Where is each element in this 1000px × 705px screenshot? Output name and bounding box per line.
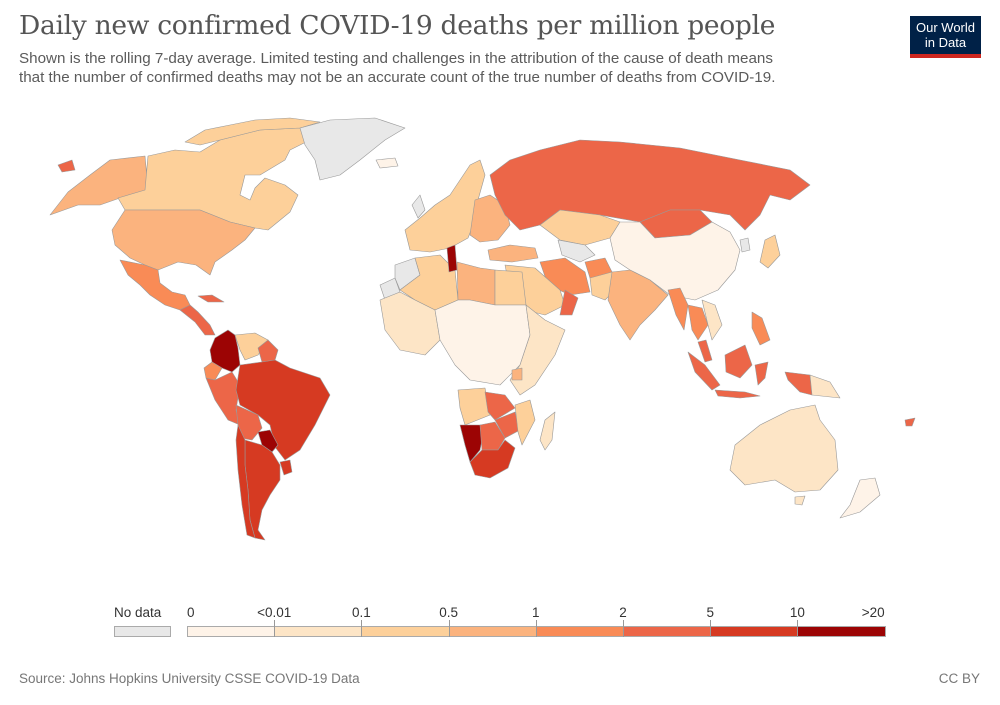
- legend-bin-swatch[interactable]: [623, 626, 712, 637]
- subtitle-line-2: that the number of confirmed deaths may …: [19, 69, 776, 86]
- legend-bin-swatch[interactable]: [797, 626, 886, 637]
- region-guianas[interactable]: [257, 339, 279, 363]
- legend-tick-mark: [623, 620, 624, 637]
- region-tunisia[interactable]: [446, 244, 458, 273]
- region-western-europe[interactable]: [404, 159, 486, 253]
- logo-line-1: Our World: [916, 20, 975, 35]
- legend-bin-swatch[interactable]: [187, 626, 276, 637]
- legend-tick-label: <0.01: [257, 605, 292, 620]
- region-cuba[interactable]: [197, 294, 225, 303]
- region-thailand[interactable]: [687, 304, 709, 341]
- source-note[interactable]: Source: Johns Hopkins University CSSE CO…: [19, 671, 360, 686]
- chart-title: Daily new confirmed COVID-19 deaths per …: [19, 10, 776, 41]
- legend-bin-swatch[interactable]: [448, 626, 537, 637]
- region-russia[interactable]: [489, 139, 811, 231]
- region-south-africa[interactable]: [469, 439, 516, 479]
- legend-bin-swatch[interactable]: [274, 626, 363, 637]
- legend-no-data-swatch[interactable]: [114, 626, 171, 637]
- region-canada-islands[interactable]: [184, 117, 321, 146]
- region-chukotka-tip[interactable]: [57, 159, 76, 173]
- region-india[interactable]: [607, 269, 669, 341]
- region-central-america[interactable]: [179, 304, 216, 336]
- region-chile[interactable]: [235, 424, 256, 539]
- subtitle-line-1: Shown is the rolling 7-day average. Limi…: [19, 50, 773, 67]
- legend-tick-label: 0.1: [352, 605, 371, 620]
- legend-tick-label: 2: [619, 605, 627, 620]
- region-north-korea[interactable]: [739, 237, 751, 253]
- region-myanmar[interactable]: [667, 287, 689, 331]
- legend-tick-label: >20: [861, 605, 885, 620]
- region-venezuela[interactable]: [234, 332, 269, 361]
- region-usa[interactable]: [111, 209, 256, 276]
- world-map: [49, 117, 916, 541]
- region-angola[interactable]: [457, 387, 491, 426]
- region-png[interactable]: [809, 374, 841, 399]
- legend-no-data-label: No data: [114, 605, 162, 620]
- logo-line-2: in Data: [924, 35, 967, 50]
- region-fiji[interactable]: [904, 417, 916, 427]
- legend-bin-swatch[interactable]: [361, 626, 450, 637]
- legend-tick-mark: [448, 620, 450, 637]
- legend-bin-swatch[interactable]: [535, 626, 624, 637]
- region-iceland[interactable]: [375, 157, 399, 169]
- legend-tick-mark: [361, 620, 363, 637]
- region-zambia[interactable]: [484, 391, 516, 421]
- owid-logo[interactable]: Our World in Data: [910, 16, 981, 58]
- region-japan[interactable]: [759, 234, 781, 269]
- region-vietnam[interactable]: [701, 299, 723, 341]
- chart-subtitle: Shown is the rolling 7-day average. Limi…: [19, 49, 899, 87]
- region-sumatra[interactable]: [687, 351, 721, 391]
- region-uk[interactable]: [411, 194, 426, 219]
- region-new-zealand[interactable]: [839, 477, 881, 519]
- region-egypt[interactable]: [494, 269, 527, 306]
- region-greenland[interactable]: [299, 117, 406, 181]
- region-java[interactable]: [714, 389, 761, 399]
- region-colombia[interactable]: [209, 329, 241, 373]
- legend-tick-label: 10: [789, 605, 805, 620]
- legend-tick-label: 5: [706, 605, 714, 620]
- region-turkey[interactable]: [487, 244, 539, 263]
- legend-tick-label: 1: [532, 605, 540, 620]
- legend-tick-label: 0.5: [439, 605, 458, 620]
- region-libya[interactable]: [456, 261, 496, 306]
- region-oman[interactable]: [559, 289, 579, 316]
- region-ecuador[interactable]: [203, 361, 223, 381]
- legend: No data 0 <0.01 0.1 0.5 1 2 5 10 >20: [0, 600, 1000, 645]
- legend-tick-mark: [535, 620, 537, 637]
- legend-bin-swatch[interactable]: [710, 626, 799, 637]
- region-australia[interactable]: [729, 404, 839, 493]
- region-madagascar[interactable]: [539, 411, 556, 451]
- region-eastern-europe[interactable]: [469, 194, 511, 243]
- legend-tick-label: 0: [187, 605, 195, 620]
- region-borneo[interactable]: [724, 344, 753, 379]
- legend-tick-mark: [797, 620, 799, 637]
- license-label[interactable]: CC BY: [938, 671, 980, 686]
- region-tasmania[interactable]: [794, 495, 806, 506]
- region-east-africa[interactable]: [509, 304, 566, 396]
- region-central-asia[interactable]: [557, 239, 596, 263]
- region-uganda[interactable]: [511, 367, 523, 381]
- region-philippines[interactable]: [751, 311, 771, 346]
- region-uruguay[interactable]: [279, 459, 293, 476]
- region-new-guinea-west[interactable]: [784, 371, 813, 396]
- region-sulawesi[interactable]: [754, 361, 769, 386]
- region-botswana[interactable]: [479, 421, 506, 451]
- legend-tick-mark: [274, 620, 276, 637]
- region-brazil[interactable]: [235, 359, 331, 461]
- region-paraguay[interactable]: [257, 429, 279, 453]
- legend-tick-mark: [710, 620, 712, 637]
- region-malaysia[interactable]: [697, 339, 713, 363]
- region-mozambique[interactable]: [514, 399, 536, 446]
- region-peru[interactable]: [205, 371, 241, 426]
